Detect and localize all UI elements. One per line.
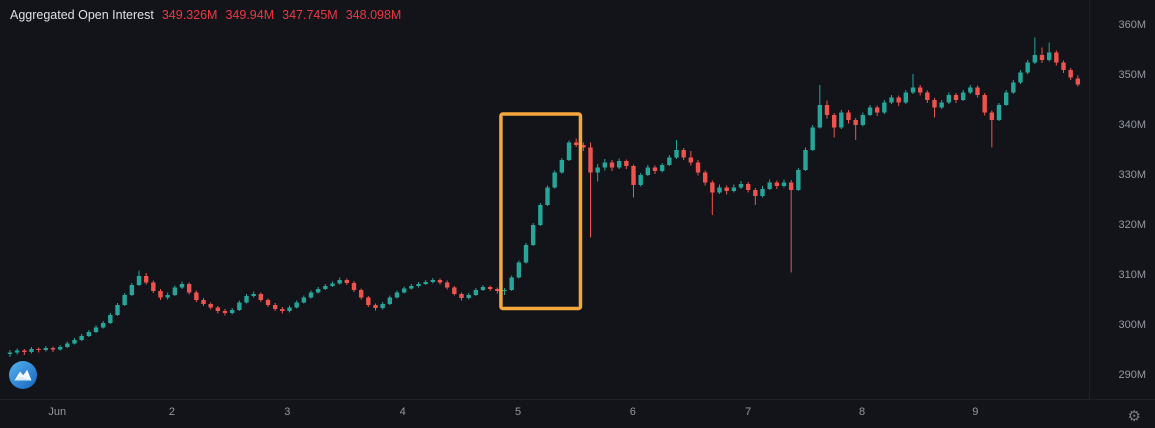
settings-gear-icon[interactable]: ⚙ — [1127, 408, 1141, 425]
coinglass-mountain-logo[interactable] — [8, 360, 38, 390]
x-axis-tick: 8 — [859, 406, 866, 418]
y-axis-label: 310M — [1118, 269, 1146, 281]
highlight-box — [499, 112, 583, 311]
coinglass-logo-icon — [9, 361, 37, 389]
y-axis-label: 300M — [1118, 319, 1146, 331]
x-axis-tick: 3 — [284, 406, 291, 418]
x-axis-tick: 7 — [745, 406, 752, 418]
y-axis-label: 340M — [1118, 119, 1146, 131]
x-axis-tick: 2 — [168, 406, 176, 418]
y-axis-label: 350M — [1118, 69, 1146, 81]
x-axis-tick: 4 — [399, 406, 406, 418]
y-axis-label: 320M — [1118, 219, 1146, 231]
x-axis-tick: Jun — [48, 406, 67, 418]
x-axis-tick: 6 — [629, 406, 636, 418]
x-axis-tick: 9 — [972, 406, 979, 418]
y-axis-label: 330M — [1118, 169, 1146, 181]
candlestick-series — [7, 37, 1081, 357]
x-axis-tick: 5 — [515, 406, 522, 418]
chart-plot-area[interactable]: Aggregated Open Interest 349.326M 349.94… — [0, 0, 1090, 400]
y-axis-label: 360M — [1118, 19, 1146, 31]
price-axis[interactable]: 360M 350M 340M 330M 320M 310M 300M 290M — [1089, 0, 1155, 400]
time-axis[interactable]: ⚙ Jun 2 3 4 5 6 7 8 9 — [0, 399, 1155, 428]
y-axis-label: 290M — [1118, 369, 1146, 381]
chart-canvas[interactable] — [0, 0, 1090, 400]
